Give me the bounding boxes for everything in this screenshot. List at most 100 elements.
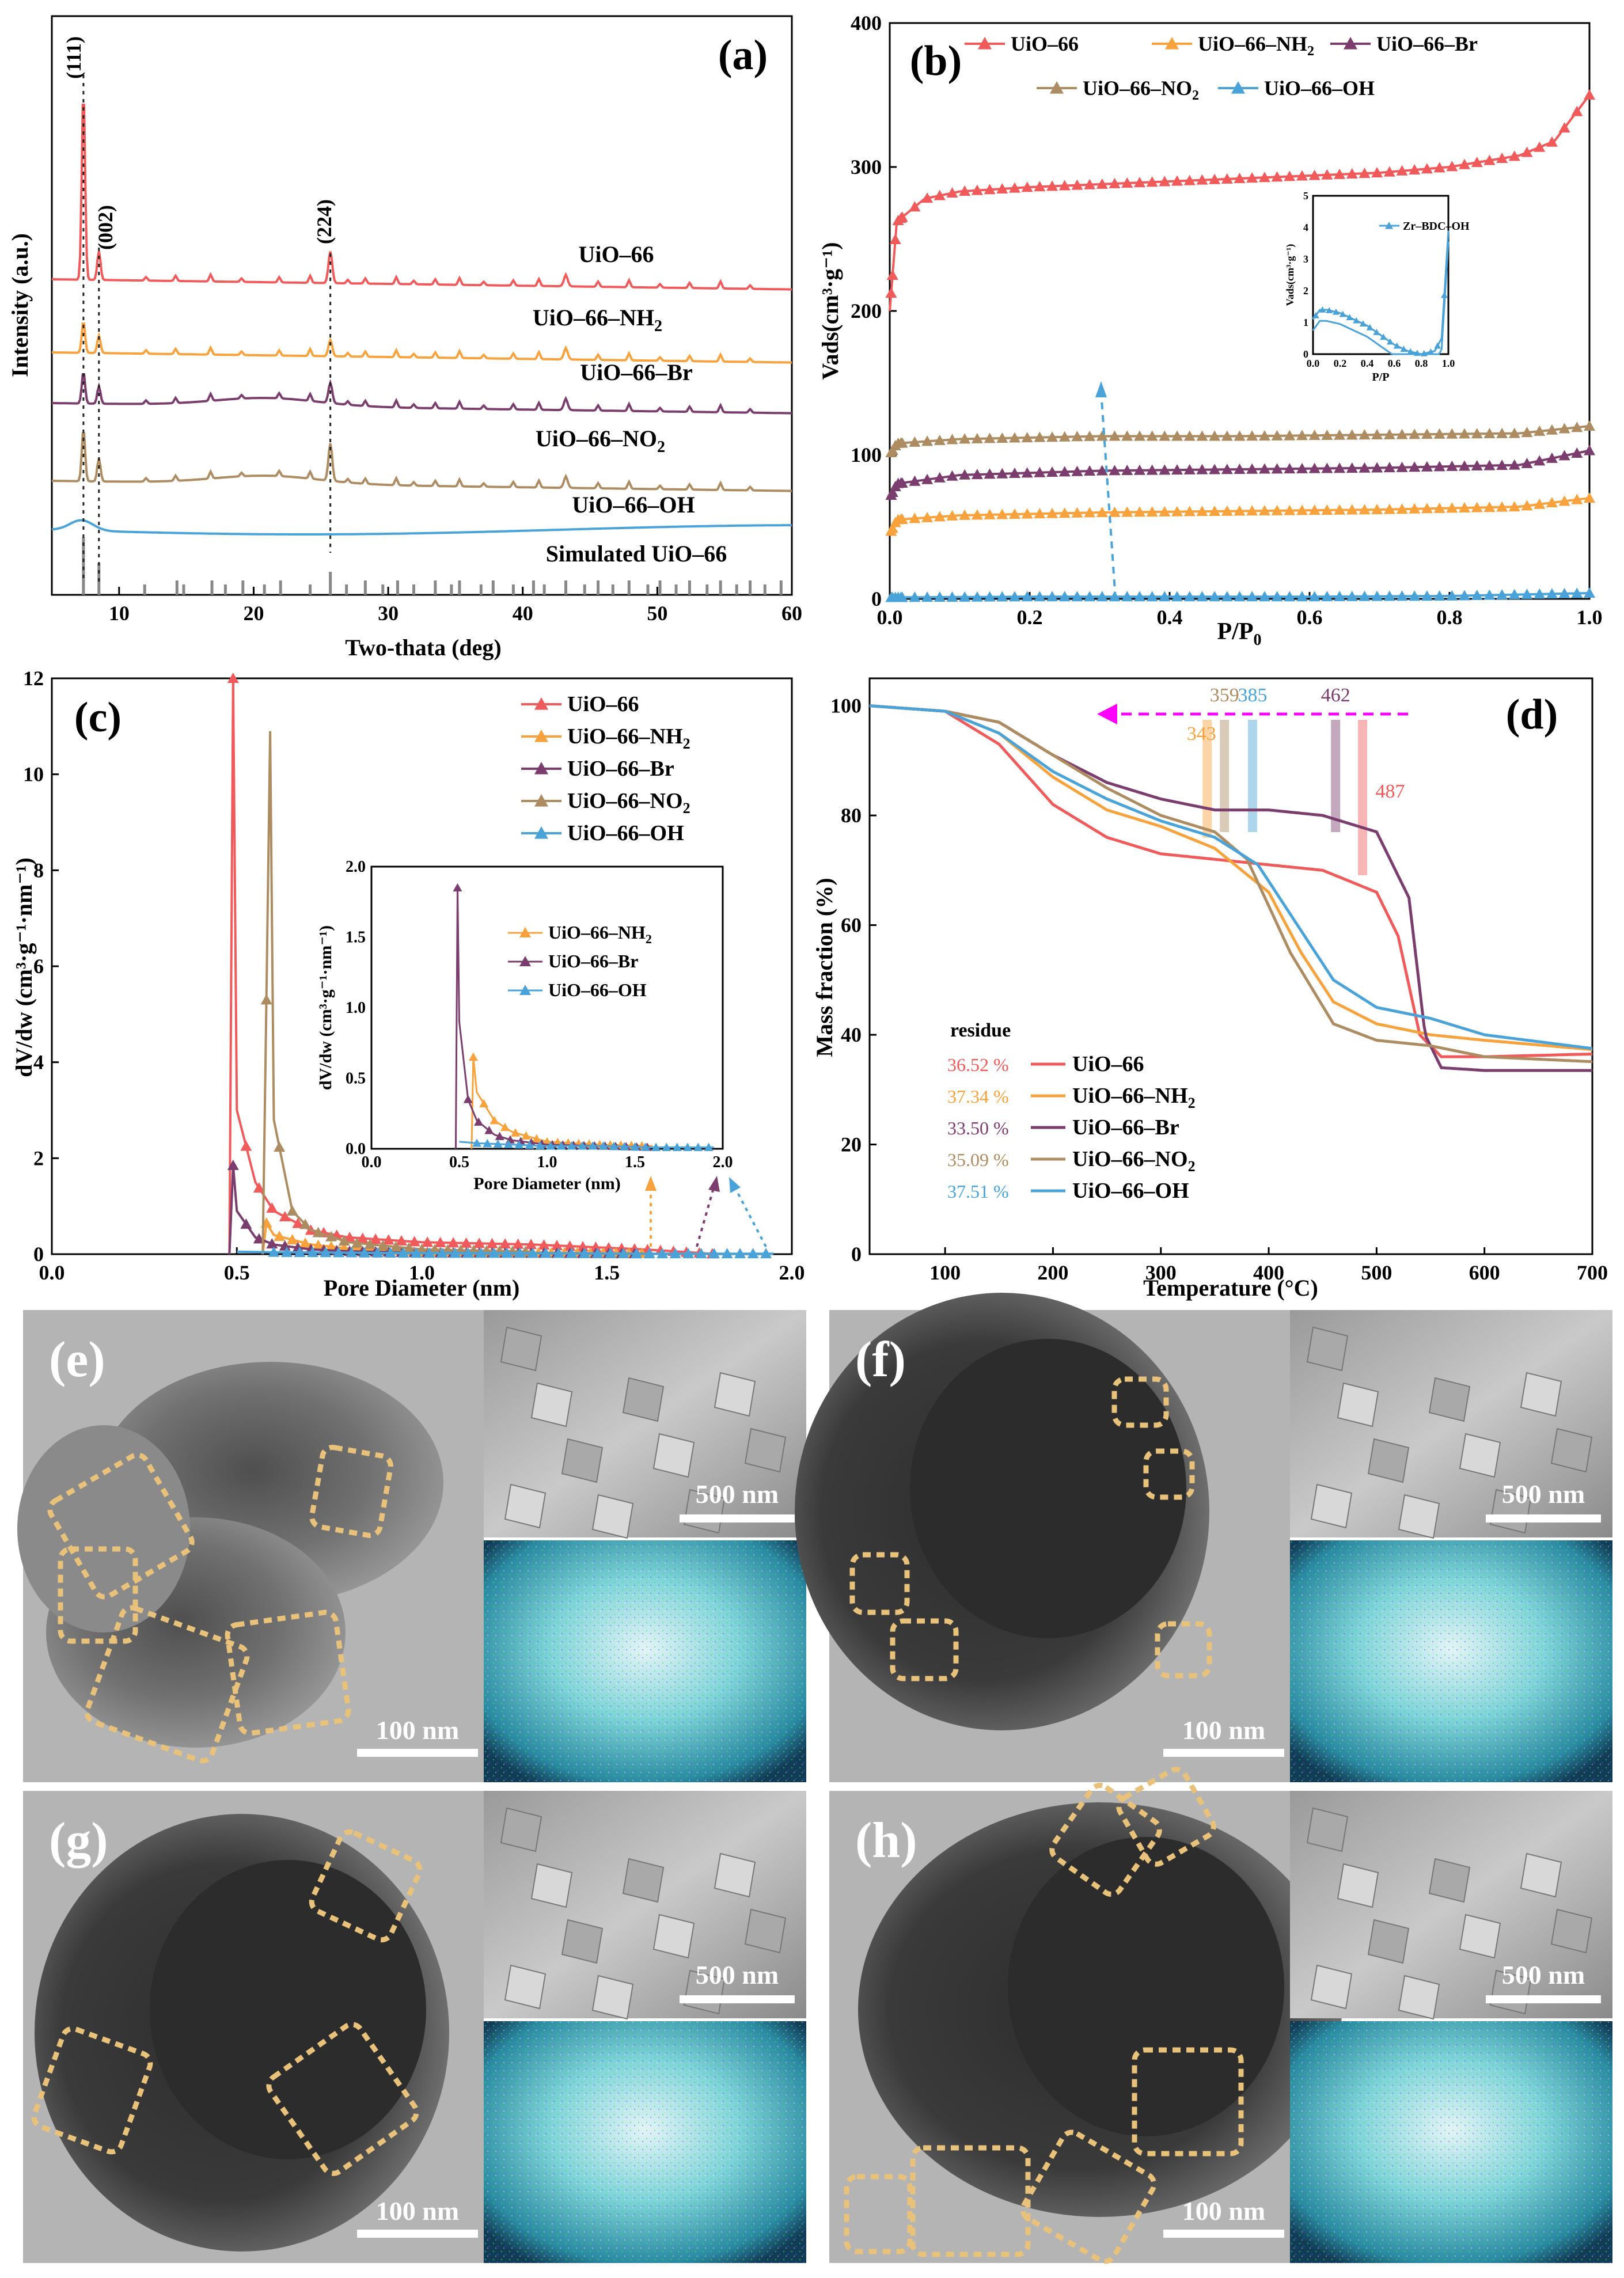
sem-crystal: [1367, 1438, 1410, 1483]
psd-marker: [377, 1240, 389, 1251]
temp-mark-label: 487: [1376, 781, 1405, 802]
inset-psd-marker: [490, 1116, 499, 1125]
sem-crystal: [504, 1483, 547, 1529]
psd-marker: [266, 1238, 278, 1249]
isotherm-marker: [909, 436, 921, 447]
panel-b-axes: 0.0 0.2 0.4 0.6 0.8 1.0 0 100 200 300 400: [851, 12, 1603, 629]
psd-marker: [416, 1243, 428, 1254]
panel-c-inset: 0.0 0.5 1.0 1.5 2.0 0.0 0.5 1.0 1.5 2.0 Pore Diame…: [316, 858, 733, 1193]
psd-marker: [669, 1248, 681, 1259]
psd-marker: [488, 1247, 500, 1258]
isotherm-marker: [1258, 463, 1270, 474]
isotherm-marker: [1521, 427, 1533, 438]
isotherm-marker: [1034, 508, 1046, 519]
isotherm-marker: [1058, 431, 1071, 442]
isotherm-marker: [946, 510, 958, 521]
inset-marker: [1312, 312, 1319, 318]
inset-psd-marker: [511, 1128, 521, 1137]
trace-label-no2: UiO–66–NO2: [536, 426, 665, 456]
isotherm-marker: [1071, 507, 1083, 518]
inset-legend-marker: [519, 956, 531, 966]
psd-marker: [396, 1235, 408, 1246]
isotherm-marker: [1521, 589, 1533, 599]
isotherm-marker: [1071, 179, 1083, 190]
isotherm-marker: [896, 437, 908, 448]
isotherm-marker: [1296, 462, 1308, 473]
psd-marker: [428, 1244, 441, 1255]
inset-psd-marker: [620, 1142, 629, 1151]
crystal-outline: [84, 1605, 250, 1764]
y-tick-label: 0: [33, 1243, 44, 1266]
crystal-outline: [910, 2145, 1031, 2257]
isotherm-marker: [1146, 430, 1158, 441]
legend-marker: [978, 37, 992, 50]
isotherm-marker: [1383, 166, 1395, 177]
isotherm-marker: [1133, 464, 1145, 475]
x-tick-label: 0.8: [1437, 606, 1463, 629]
y-tick-label: 80: [841, 804, 862, 827]
inset-marker: [1380, 333, 1387, 340]
sem-crystal: [530, 1863, 573, 1908]
isotherm-marker: [1546, 136, 1558, 147]
isotherm-marker: [1409, 461, 1421, 472]
sem-crystal: [591, 1494, 634, 1539]
panel-b-ylabel: Vads(cm³·g⁻¹): [817, 242, 843, 379]
isotherm-marker: [1046, 591, 1058, 602]
isotherm-marker: [1558, 587, 1570, 598]
sem-crystal: [1398, 1494, 1440, 1539]
tga-curve-4: [869, 704, 1593, 1050]
isotherm-marker: [1071, 465, 1083, 476]
inset-legend-label: Zr–BDC–OH: [1403, 220, 1470, 233]
isotherm-marker: [1334, 429, 1346, 440]
crystal-outline: [1132, 2047, 1244, 2156]
panel-b: (b) Vads(cm³·g⁻¹) P/P0 0.0 0.2 0.4 0.6 0.8 1.…: [817, 12, 1603, 649]
psd-marker: [434, 1236, 446, 1247]
isotherm-marker: [886, 269, 898, 280]
inset-psd-marker: [556, 1141, 566, 1150]
psd-marker: [382, 1234, 394, 1245]
arrow-br: [696, 1186, 715, 1247]
sem-crystal: [714, 1852, 756, 1898]
isotherm-marker: [885, 287, 897, 298]
isotherm-marker: [1183, 464, 1196, 474]
sem-crystal: [622, 1858, 665, 1903]
tem-particle-core: [910, 1339, 1186, 1638]
psd-marker: [294, 1246, 306, 1257]
psd-marker: [525, 1239, 537, 1250]
inset-marker: [1420, 350, 1428, 356]
inset-y-tick-label: 1.0: [346, 999, 366, 1017]
isotherm-marker: [1346, 168, 1358, 179]
temp-band: [1247, 720, 1257, 832]
isotherm-marker: [1221, 591, 1233, 602]
inset-marker: [1319, 306, 1326, 313]
psd-marker: [325, 1231, 337, 1241]
isotherm-marker: [896, 477, 908, 488]
tem-scale-label: 100 nm: [1182, 1715, 1265, 1745]
tga-curve-2: [869, 704, 1592, 1072]
isotherm-marker: [1584, 420, 1595, 431]
x-tick-label: 1.5: [594, 1261, 620, 1284]
isotherm-marker: [1084, 430, 1096, 441]
y-tick-label: 2: [33, 1146, 44, 1170]
isotherm-marker: [1133, 430, 1145, 441]
temp-mark-label: 343: [1187, 723, 1216, 745]
isotherm-marker: [1321, 169, 1333, 180]
isotherm-marker: [1284, 170, 1296, 181]
psd-marker: [266, 1202, 278, 1213]
inset-psd-marker: [463, 1095, 473, 1103]
xrd-trace-3: [52, 432, 792, 492]
isotherm-marker: [1383, 428, 1395, 439]
trace-label-br: UiO–66–Br: [580, 359, 693, 385]
y-tick-label: 60: [841, 914, 862, 937]
isotherm-line-1: [889, 497, 1590, 535]
y-tick-label: 100: [830, 694, 862, 717]
panel-d-axes: 100 200 300 400 500 600 700 0 20 40 60 80 100: [830, 694, 1608, 1284]
legend-label: UiO–66–Br: [1376, 32, 1478, 55]
isotherm-marker: [1258, 430, 1270, 441]
psd-marker: [553, 1247, 565, 1258]
isotherm-marker: [1383, 462, 1395, 473]
isotherm-marker: [1483, 428, 1496, 439]
isotherm-marker: [1196, 430, 1208, 441]
isotherm-marker: [1558, 423, 1570, 434]
isotherm-marker: [1496, 153, 1508, 163]
